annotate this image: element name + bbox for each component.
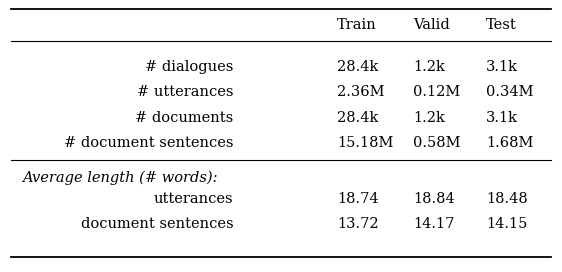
Text: 1.2k: 1.2k	[413, 60, 445, 75]
Text: utterances: utterances	[153, 192, 233, 206]
Text: 3.1k: 3.1k	[486, 110, 518, 125]
Text: 14.15: 14.15	[486, 217, 528, 231]
Text: document sentences: document sentences	[80, 217, 233, 231]
Text: 13.72: 13.72	[337, 217, 379, 231]
Text: 3.1k: 3.1k	[486, 60, 518, 75]
Text: 0.34M: 0.34M	[486, 85, 534, 100]
Text: 1.2k: 1.2k	[413, 110, 445, 125]
Text: 18.84: 18.84	[413, 192, 455, 206]
Text: # documents: # documents	[135, 110, 233, 125]
Text: # utterances: # utterances	[137, 85, 233, 100]
Text: 28.4k: 28.4k	[337, 60, 379, 75]
Text: 1.68M: 1.68M	[486, 135, 533, 150]
Text: 15.18M: 15.18M	[337, 135, 393, 150]
Text: # dialogues: # dialogues	[145, 60, 233, 75]
Text: # document sentences: # document sentences	[64, 135, 233, 150]
Text: 14.17: 14.17	[413, 217, 455, 231]
Text: Test: Test	[486, 18, 517, 32]
Text: 2.36M: 2.36M	[337, 85, 385, 100]
Text: 28.4k: 28.4k	[337, 110, 379, 125]
Text: Average length (# words):: Average length (# words):	[22, 170, 218, 184]
Text: 0.12M: 0.12M	[413, 85, 460, 100]
Text: 18.74: 18.74	[337, 192, 379, 206]
Text: 18.48: 18.48	[486, 192, 528, 206]
Text: 0.58M: 0.58M	[413, 135, 461, 150]
Text: Train: Train	[337, 18, 377, 32]
Text: Valid: Valid	[413, 18, 450, 32]
